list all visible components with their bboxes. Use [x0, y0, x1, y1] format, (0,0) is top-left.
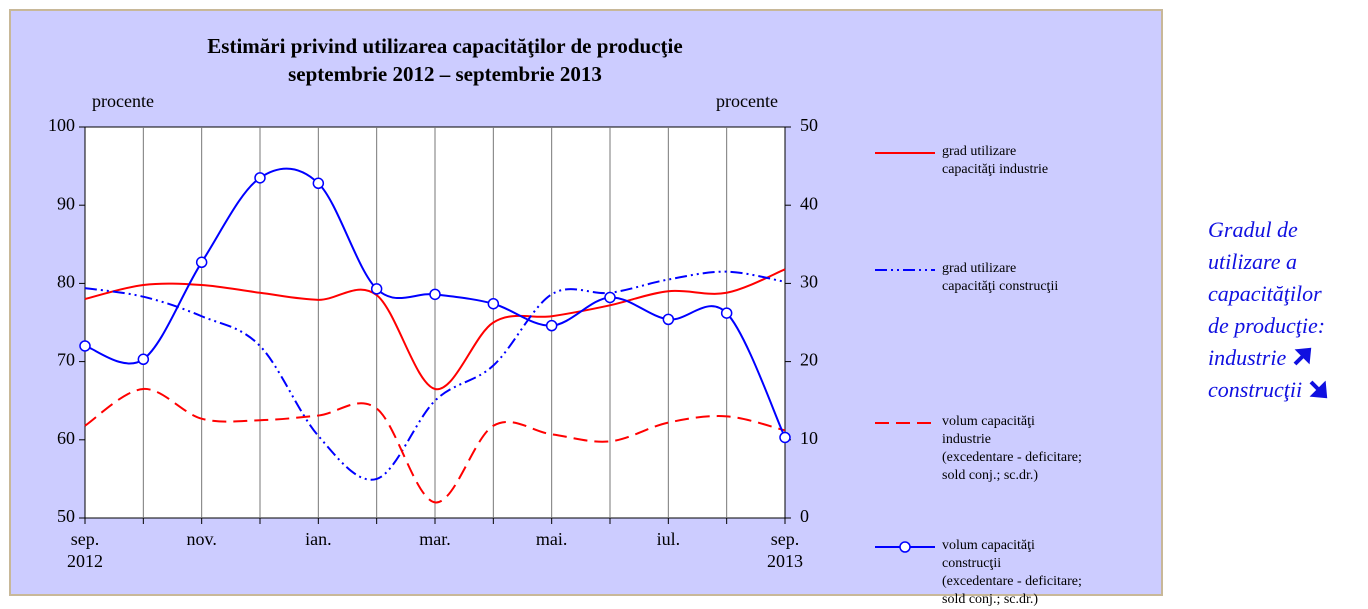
- marker: [195, 256, 208, 269]
- y-tick-label: 80: [57, 272, 75, 292]
- legend-entry: volum capacităţi construcţii (excedentar…: [942, 538, 1082, 607]
- x-tick-label: ian.: [305, 529, 332, 549]
- side-item: construcţii: [1208, 377, 1303, 402]
- series-line: [84, 268, 786, 390]
- x-tick-label: sep. 2013: [767, 529, 803, 571]
- marker: [370, 283, 383, 295]
- marker: [254, 172, 266, 184]
- y2-axis-label: procente: [716, 91, 778, 111]
- y2-tick-label: 30: [800, 272, 818, 292]
- marker: [79, 340, 91, 352]
- legend-entry: grad utilizare capacităţi industrie: [942, 144, 1049, 177]
- marker: [545, 319, 558, 332]
- y-axis-label: procente: [92, 91, 154, 111]
- series-line: [84, 387, 786, 504]
- arrow-down: [1309, 380, 1327, 399]
- marker: [487, 297, 500, 310]
- y-tick-label: 60: [57, 428, 75, 448]
- x-tick-label: mar.: [419, 529, 451, 549]
- side-heading: Gradul de utilizare a capacităţilor de p…: [1208, 217, 1326, 338]
- y2-tick-label: 0: [800, 506, 809, 526]
- x-tick-label: mai.: [535, 529, 568, 549]
- y2-tick-label: 40: [800, 193, 818, 213]
- marker: [720, 307, 733, 319]
- y2-tick-label: 50: [800, 115, 818, 135]
- x-tick-label: sep. 2012: [67, 529, 103, 571]
- y2-tick-label: 10: [800, 428, 818, 448]
- y-tick-label: 90: [57, 193, 75, 213]
- side-note: Gradul de utilizare a capacităţilor de p…: [1208, 214, 1328, 406]
- marker: [779, 431, 791, 444]
- marker: [604, 291, 616, 304]
- arrow-up: [1293, 347, 1311, 366]
- marker: [312, 177, 325, 190]
- chart: Estimări privind utilizarea capacităţilo…: [9, 9, 1163, 596]
- y-tick-label: 50: [57, 506, 75, 526]
- side-item: industrie: [1208, 345, 1287, 370]
- chart-subtitle: septembrie 2012 – septembrie 2013: [288, 62, 602, 86]
- legend-marker: [899, 541, 911, 553]
- marker: [662, 313, 675, 326]
- y2-tick-label: 20: [800, 350, 818, 370]
- legend-entry: grad utilizare capacităţi construcţii: [942, 261, 1059, 294]
- legend-entry: volum capacităţi industrie (excedentare …: [942, 414, 1082, 483]
- x-tick-label: nov.: [186, 529, 217, 549]
- y-tick-label: 70: [57, 350, 75, 370]
- series-line: [84, 270, 786, 481]
- x-tick-label: iul.: [656, 529, 681, 549]
- chart-title: Estimări privind utilizarea capacităţilo…: [207, 34, 682, 58]
- marker: [137, 353, 150, 366]
- y-tick-label: 100: [48, 115, 75, 135]
- page: {"chart_data": {"type": "line", "title":…: [9, 9, 1328, 607]
- marker: [429, 288, 441, 301]
